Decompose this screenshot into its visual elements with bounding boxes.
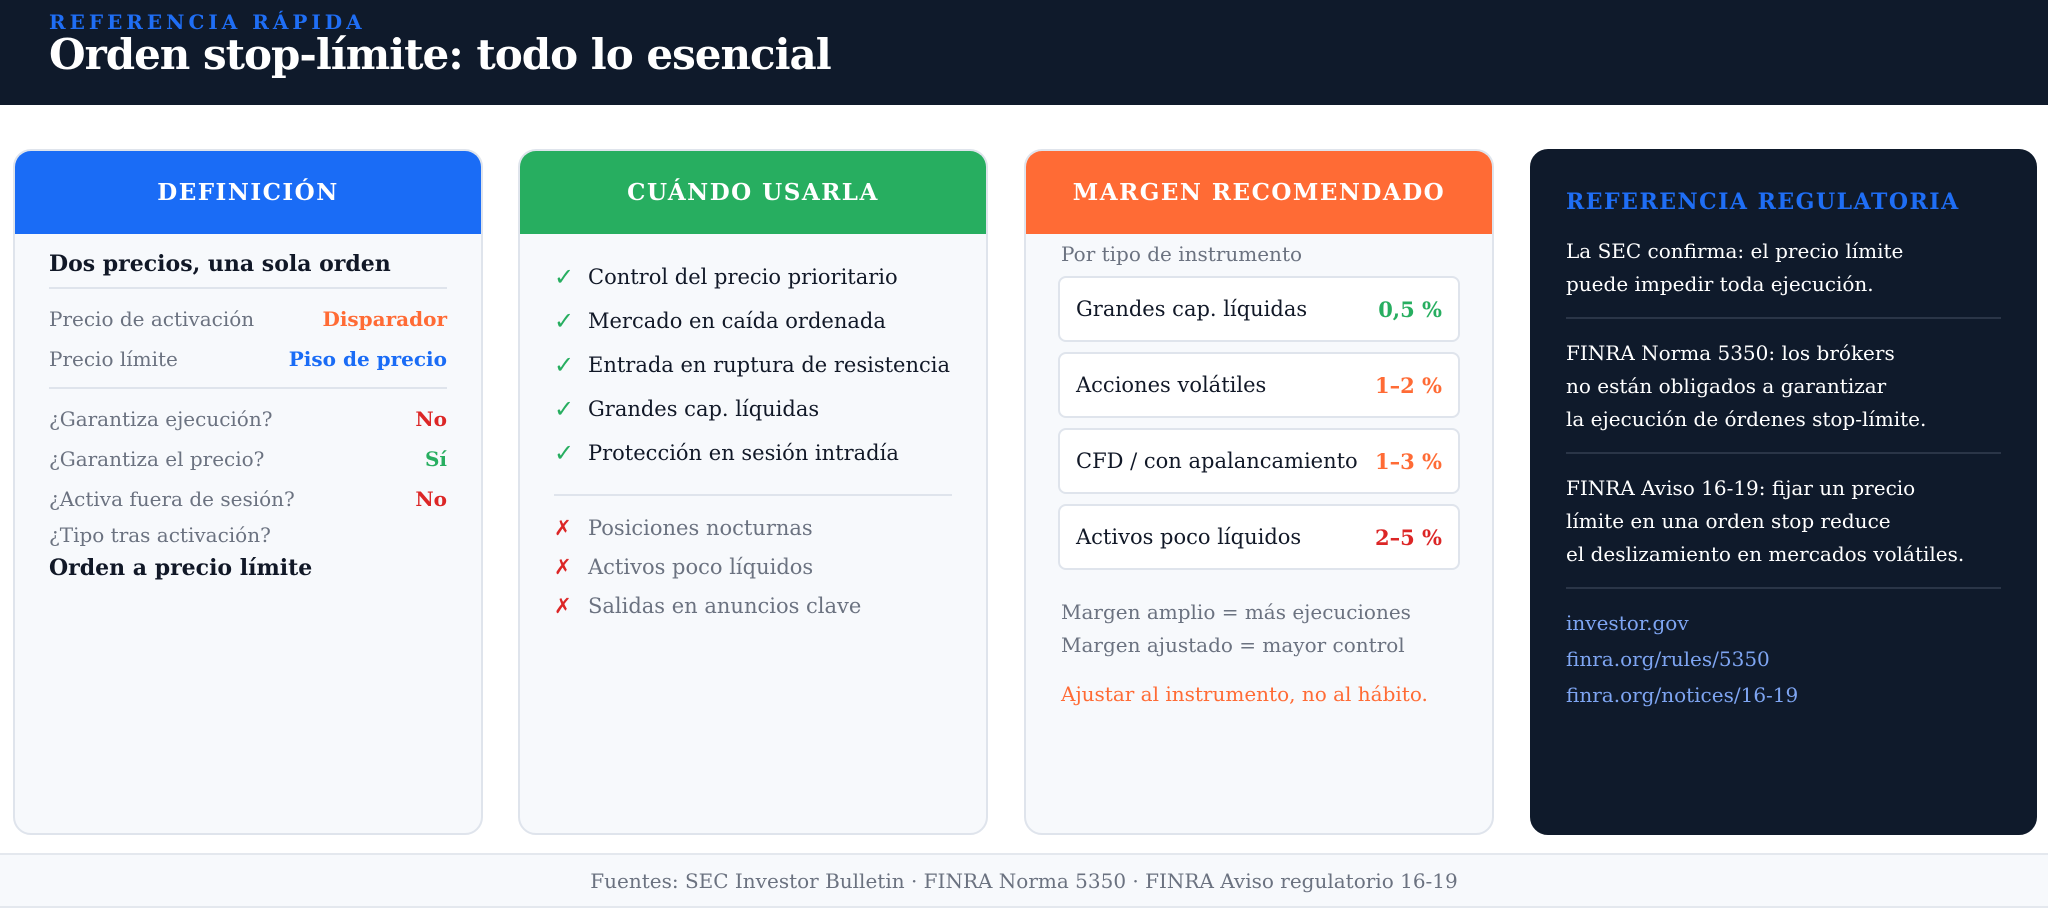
list-item: ✓ Mercado en caída ordenada [554, 299, 952, 343]
regulatory-line: el deslizamiento en mercados volátiles. [1566, 542, 1965, 566]
list-item-text: Entrada en ruptura de resistencia [588, 353, 950, 377]
regulatory-paragraph-sec: La SEC confirma: el precio límite puede … [1566, 215, 2001, 319]
cross-icon: ✗ [554, 554, 572, 579]
definition-row-limit-price: Precio límite Piso de precio [49, 339, 447, 379]
margin-row-value: 0,5 % [1378, 296, 1442, 322]
margin-note-wide: Margen amplio = más ejecuciones [1061, 600, 1411, 624]
definition-row-label: ¿Activa fuera de sesión? [49, 487, 295, 511]
margin-row: Activos poco líquidos 2–5 % [1058, 504, 1460, 570]
link-finra-rules-5350[interactable]: finra.org/rules/5350 [1566, 647, 1770, 671]
definition-row-activation-price: Precio de activación Disparador [49, 299, 447, 339]
definition-card: DEFINICIÓN Dos precios, una sola orden P… [13, 149, 483, 835]
check-icon: ✓ [554, 263, 575, 291]
margin-row-value: 1–3 % [1375, 448, 1442, 474]
margin-row-name: Grandes cap. líquidas [1076, 297, 1308, 321]
margin-note-tight: Margen ajustado = mayor control [1061, 633, 1405, 657]
margin-tip: Ajustar al instrumento, no al hábito. [1061, 682, 1428, 706]
regulatory-line: FINRA Norma 5350: los brókers [1566, 341, 1895, 365]
regulatory-line: La SEC confirma: el precio límite [1566, 239, 1904, 263]
usage-card: CUÁNDO USARLA ✓ Control del precio priori… [518, 149, 988, 835]
regulatory-line: no están obligados a garantizar [1566, 374, 1887, 398]
definition-card-heading: DEFINICIÓN [15, 151, 481, 234]
margin-row-value: 1–2 % [1375, 372, 1442, 398]
list-item: ✗ Activos poco líquidos [554, 547, 952, 586]
margin-row: Grandes cap. líquidas 0,5 % [1058, 276, 1460, 342]
definition-row-label: Precio límite [49, 347, 178, 371]
cross-icon: ✗ [554, 593, 572, 618]
margin-label: Por tipo de instrumento [1061, 242, 1303, 266]
definition-row-value: No [415, 407, 447, 431]
list-item: ✗ Salidas en anuncios clave [554, 586, 952, 625]
regulatory-paragraph-finra-5350: FINRA Norma 5350: los brókers no están o… [1566, 319, 2001, 454]
definition-row-value: Piso de precio [288, 347, 447, 371]
regulatory-card: REFERENCIA REGULATORIA La SEC confirma: … [1530, 149, 2037, 835]
list-item-text: Protección en sesión intradía [588, 441, 899, 465]
check-icon: ✓ [554, 351, 575, 379]
list-item: ✓ Grandes cap. líquidas [554, 387, 952, 431]
margin-row-name: Acciones volátiles [1076, 373, 1267, 397]
list-item: ✓ Entrada en ruptura de resistencia [554, 343, 952, 387]
header-banner: REFERENCIA RÁPIDA Orden stop-límite: tod… [0, 0, 2048, 105]
definition-row-label: ¿Garantiza ejecución? [49, 407, 273, 431]
header-kicker: REFERENCIA RÁPIDA [49, 10, 366, 34]
margin-row-name: Activos poco líquidos [1076, 525, 1302, 549]
regulatory-paragraph-finra-16-19: FINRA Aviso 16-19: fijar un precio límit… [1566, 454, 2001, 589]
definition-row-value: Disparador [322, 307, 447, 331]
margin-row: Acciones volátiles 1–2 % [1058, 352, 1460, 418]
definition-row-value: Sí [424, 447, 447, 471]
regulatory-line: puede impedir toda ejecución. [1566, 272, 1874, 296]
margin-card-heading: MARGEN RECOMENDADO [1026, 151, 1492, 234]
regulatory-line: FINRA Aviso 16-19: fijar un precio [1566, 476, 1916, 500]
sources-footer: Fuentes: SEC Investor Bulletin · FINRA N… [0, 853, 2048, 908]
definition-type-question: ¿Tipo tras activación? [49, 523, 271, 547]
divider [554, 494, 952, 496]
list-item: ✓ Control del precio prioritario [554, 255, 952, 299]
list-item: ✓ Protección en sesión intradía [554, 431, 952, 475]
definition-row-guarantees-execution: ¿Garantiza ejecución? No [49, 399, 447, 439]
definition-row-label: ¿Garantiza el precio? [49, 447, 265, 471]
usage-card-heading: CUÁNDO USARLA [520, 151, 986, 234]
definition-row-value: No [415, 487, 447, 511]
check-icon: ✓ [554, 439, 575, 467]
definition-type-answer: Orden a precio límite [49, 555, 313, 581]
regulatory-line: la ejecución de órdenes stop-límite. [1566, 407, 1927, 431]
regulatory-line: límite en una orden stop reduce [1566, 509, 1891, 533]
margin-row-value: 2–5 % [1375, 524, 1442, 550]
list-item-text: Salidas en anuncios clave [588, 593, 862, 618]
check-icon: ✓ [554, 307, 575, 335]
regulatory-heading: REFERENCIA REGULATORIA [1566, 189, 1960, 215]
list-item: ✗ Posiciones nocturnas [554, 508, 952, 547]
sources-text: Fuentes: SEC Investor Bulletin · FINRA N… [590, 868, 1458, 893]
margin-row: CFD / con apalancamiento 1–3 % [1058, 428, 1460, 494]
link-investor-gov[interactable]: investor.gov [1566, 611, 1689, 635]
list-item-text: Mercado en caída ordenada [588, 309, 886, 333]
list-item-text: Control del precio prioritario [588, 265, 898, 289]
margin-row-name: CFD / con apalancamiento [1076, 449, 1358, 473]
definition-row-label: Precio de activación [49, 307, 255, 331]
check-icon: ✓ [554, 395, 575, 423]
page-title: Orden stop-límite: todo lo esencial [49, 30, 832, 79]
definition-row-off-hours: ¿Activa fuera de sesión? No [49, 479, 447, 519]
margin-card: MARGEN RECOMENDADO Por tipo de instrumen… [1024, 149, 1494, 835]
definition-row-guarantees-price: ¿Garantiza el precio? Sí [49, 439, 447, 479]
list-item-text: Grandes cap. líquidas [588, 397, 820, 421]
link-finra-notices-16-19[interactable]: finra.org/notices/16-19 [1566, 683, 1799, 707]
list-item-text: Posiciones nocturnas [588, 515, 813, 540]
definition-subtitle: Dos precios, una sola orden [49, 251, 447, 289]
list-item-text: Activos poco líquidos [588, 554, 814, 579]
cross-icon: ✗ [554, 515, 572, 540]
